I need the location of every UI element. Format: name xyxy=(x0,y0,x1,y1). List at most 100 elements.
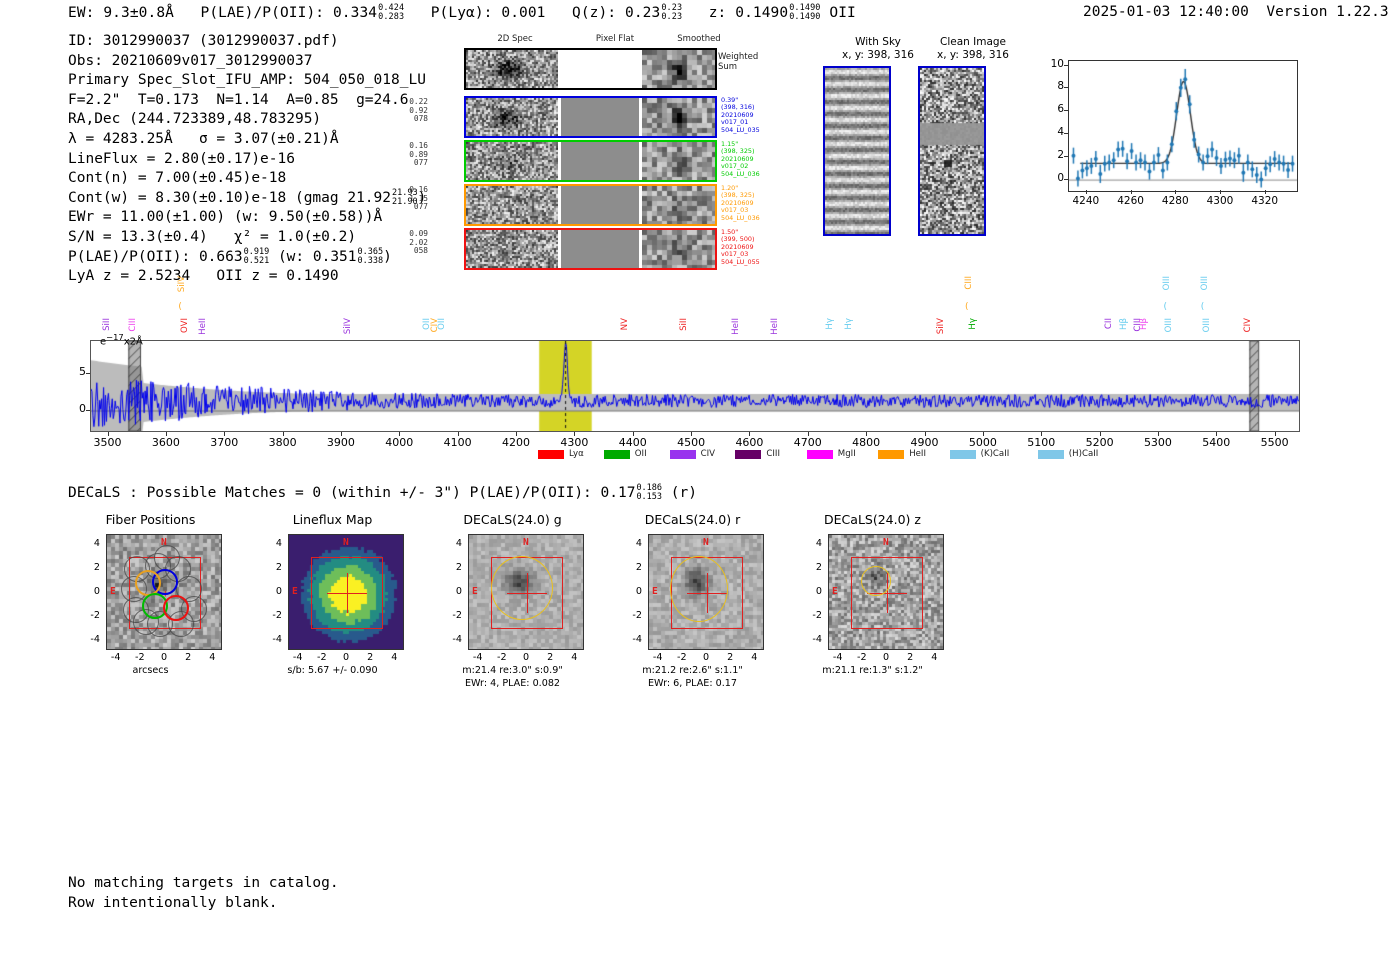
cutout-ytick: 0 xyxy=(635,586,642,597)
cutout-ytick: 4 xyxy=(635,537,642,549)
with-sky-image xyxy=(823,66,891,236)
gmag-bounds: 21.93 21.90 xyxy=(392,187,418,207)
spec2d-montage: 2D Spec Pixel Flat Smoothed Weighted Sum … xyxy=(409,34,762,270)
elzoom-xtick: 4260 xyxy=(1117,195,1144,207)
elzoom-ytick-mark xyxy=(1064,132,1068,134)
spectrum-xtick: 5000 xyxy=(968,436,997,449)
info-redshifts: LyA z = 2.5234 OII z = 0.1490 xyxy=(68,268,339,285)
elzoom-ytick-mark xyxy=(1064,110,1068,112)
spectrum-xtick: 4100 xyxy=(443,436,472,449)
cutout-caption-2: EWr: 4, PLAE: 0.082 xyxy=(464,678,561,689)
cutout-xtick: -2 xyxy=(497,652,507,663)
elzoom-ytick-mark xyxy=(1064,178,1068,180)
cutout-xtick: -2 xyxy=(677,652,687,663)
info-cont-w: Cont(w) = 8.30(±0.10)e-18 (gmag 21.92 21.… xyxy=(68,187,427,207)
cutout-xtick: 0 xyxy=(702,652,710,663)
timestamp-version: 2025-01-03 12:40:00 Version 1.22.3 xyxy=(1083,4,1389,20)
spectrum-xtick: 4800 xyxy=(852,436,881,449)
legend-swatch xyxy=(735,450,762,459)
emission-line-label: OIII xyxy=(1162,276,1173,291)
cutout-ytick: 0 xyxy=(275,586,282,597)
info-plae-w-bounds: 0.365 0.338 xyxy=(357,246,384,266)
decals-summary: DECaLS : Possible Matches = 0 (within +/… xyxy=(68,484,697,502)
crosshair-vertical xyxy=(887,573,889,613)
cutout-panel-title: DECaLS(24.0) z xyxy=(824,512,921,527)
info-seeing: F=2.2" T=0.173 N=1.14 A=0.85 g=24.6 xyxy=(68,91,409,108)
pixel-flat-image xyxy=(561,186,639,224)
emission-line-label: CII xyxy=(1104,318,1115,330)
z-label: z: xyxy=(708,5,727,21)
elzoom-xtick: 4300 xyxy=(1206,195,1234,207)
legend-label: CIV xyxy=(700,449,716,459)
spec2d-row xyxy=(464,140,717,182)
cutout-ytick: -2 xyxy=(90,610,100,622)
pixel-flat-image xyxy=(561,98,639,136)
spectrum-xtick: 5300 xyxy=(1143,436,1172,449)
info-sn: S/N = 13.3(±0.4) χ² = 1.0(±0.2) xyxy=(68,228,357,245)
spectrum-xtick-mark xyxy=(165,432,167,436)
emission-line-label: SiIV xyxy=(177,276,188,293)
smoothed-image xyxy=(642,230,715,268)
cutout-xtick: 0 xyxy=(882,652,890,663)
cutout-ytick: 0 xyxy=(93,586,100,597)
cutout-ytick: 4 xyxy=(275,537,282,549)
compass-east: E xyxy=(472,586,478,597)
compass-east: E xyxy=(832,586,838,597)
elzoom-ytick: 2 xyxy=(1057,148,1064,161)
spectrum-xtick: 3600 xyxy=(151,436,180,449)
spectrum-xtick: 4000 xyxy=(385,436,414,449)
decals-summary-text: DECaLS : Possible Matches = 0 (within +/… xyxy=(68,485,636,501)
legend-label: OII xyxy=(634,449,647,459)
emission-line-label: OVI xyxy=(179,318,190,334)
weighted-sum-strip xyxy=(464,48,717,90)
cutout-ytick: 4 xyxy=(455,537,462,549)
compass-north: N xyxy=(883,537,889,548)
cutout-ytick: -2 xyxy=(632,610,642,622)
cutout-xtick: -2 xyxy=(135,652,145,663)
version-label: Version 1.22.3 xyxy=(1266,4,1389,20)
qz-value: 0.23 xyxy=(625,5,661,21)
cutout-xtick: 4 xyxy=(391,652,398,663)
spec2d-image xyxy=(466,98,558,136)
elzoom-xtick-mark xyxy=(1264,190,1266,194)
cutout-ytick: 4 xyxy=(815,537,822,549)
pixel-flat-image xyxy=(561,142,639,180)
elzoom-xtick-mark xyxy=(1175,190,1177,194)
cutout-ytick: 2 xyxy=(275,561,282,573)
cutout-ytick: -4 xyxy=(90,634,100,646)
summary-header: EW: 9.3±0.8Å P(LAE)/P(OII): 0.334 0.424 0.… xyxy=(68,4,856,22)
info-cont-n: Cont(n) = 7.00(±0.45)e-18 xyxy=(68,170,287,187)
elzoom-xtick-mark xyxy=(1220,190,1221,194)
spectrum-xtick: 3900 xyxy=(326,436,355,449)
cutout-xtick: -4 xyxy=(472,652,483,663)
emission-line-bracket: ( xyxy=(965,302,969,312)
footer-line-1: No matching targets in catalog. xyxy=(68,875,339,891)
elzoom-ytick: 0 xyxy=(1057,171,1064,184)
cutout-xtick: -4 xyxy=(652,652,663,663)
cutout-panel: DECaLS(24.0) r N E -4 -4 -2 -2 0 0 2 2 4 4 m:21.2 re:… xyxy=(600,512,785,727)
spec2d-row-metrics: 0.22 0.92 078 xyxy=(409,97,428,124)
spectrum-xtick-mark xyxy=(866,432,868,436)
compass-north: N xyxy=(343,537,349,548)
compass-north: N xyxy=(161,537,167,548)
cutout-panel-title: DECaLS(24.0) g xyxy=(463,512,562,527)
emission-line-label: HeII xyxy=(198,318,209,335)
legend-swatch xyxy=(806,450,833,459)
info-spec-slot: Primary Spec_Slot_IFU_AMP: 504_050_018_L… xyxy=(68,72,426,89)
source-info-block: ID: 3012990037 (3012990037.pdf) Obs: 202… xyxy=(68,32,426,287)
emission-line-label: CIII xyxy=(127,318,138,332)
legend-swatch xyxy=(878,450,905,459)
cutout-image[interactable]: + N E xyxy=(106,534,222,650)
spec2d-row xyxy=(464,228,717,270)
cutout-xlabel: arcsecs xyxy=(132,665,169,676)
cutout-xtick: -4 xyxy=(832,652,843,663)
elzoom-ytick: 8 xyxy=(1057,80,1064,93)
source-ellipse xyxy=(861,565,892,596)
cutout-ytick: -4 xyxy=(812,634,822,646)
cutout-ytick: -2 xyxy=(452,610,462,622)
